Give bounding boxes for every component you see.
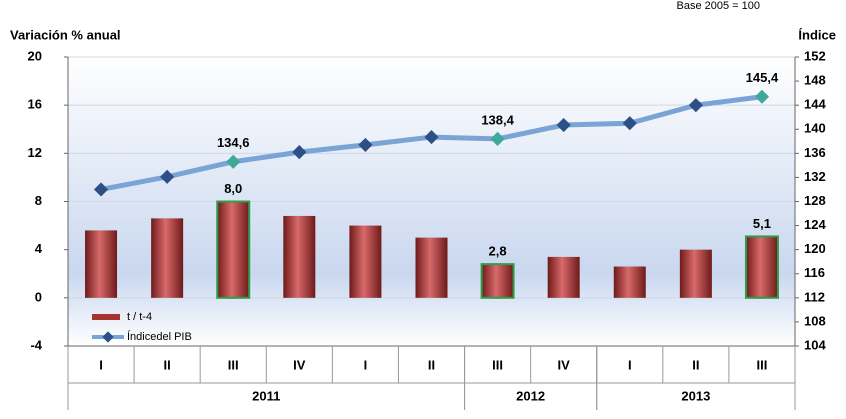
legend-swatch: [92, 314, 120, 320]
x-tick-label: I: [99, 357, 103, 372]
y-tick-label: 20: [28, 48, 42, 63]
bar: [283, 215, 316, 298]
y2-tick-label: 108: [804, 313, 826, 328]
x-tick-label: IV: [293, 357, 306, 372]
y2-tick-label: 116: [804, 265, 825, 280]
y-tick-label: 12: [28, 145, 42, 160]
y-axis-title: Variación % anual: [10, 27, 121, 42]
marker: [622, 116, 637, 131]
marker: [688, 98, 703, 113]
y2-tick-label: 124: [804, 217, 826, 232]
legend-label: t / t-4: [127, 311, 152, 323]
marker: [160, 169, 175, 184]
y2-tick-label: 120: [804, 241, 826, 256]
y2-tick-label: 140: [804, 121, 826, 136]
bar: [613, 266, 646, 298]
y2-tick-label: 152: [804, 48, 826, 63]
bar: [151, 218, 184, 298]
note: Base 2005 = 100: [677, 0, 761, 12]
y2-tick-label: 136: [804, 145, 826, 160]
x-tick-label: II: [164, 357, 171, 372]
x-tick-label: II: [692, 357, 699, 372]
bar: [349, 225, 382, 298]
data-label: 138,4: [481, 112, 514, 127]
y2-axis-title: Índice: [798, 27, 836, 42]
x-tick-label: II: [428, 357, 435, 372]
data-label: 145,4: [746, 70, 779, 85]
y2-tick-label: 148: [804, 73, 826, 88]
y2-tick-label: 112: [804, 289, 825, 304]
marker: [292, 145, 307, 160]
y-tick-label: 0: [35, 289, 42, 304]
data-label: 5,1: [753, 216, 771, 231]
data-label: 8,0: [224, 181, 242, 196]
bar: [216, 200, 251, 299]
bar: [480, 263, 515, 299]
y-tick-label: -4: [30, 337, 42, 352]
x-tick-label: III: [228, 357, 239, 372]
y2-tick-label: 144: [804, 97, 826, 112]
x-tick-label: I: [628, 357, 632, 372]
bar: [744, 235, 779, 299]
group-label: 2011: [252, 388, 280, 403]
y-tick-label: 4: [35, 241, 43, 256]
marker: [226, 154, 241, 169]
bar: [415, 237, 448, 298]
x-tick-label: III: [757, 357, 768, 372]
bar: [547, 256, 580, 298]
x-tick-label: I: [364, 357, 368, 372]
data-label: 134,6: [217, 135, 250, 150]
x-tick-label: III: [492, 357, 503, 372]
data-label: 2,8: [489, 244, 507, 259]
legend-label: Índicedel PIB: [127, 330, 192, 343]
bar: [679, 249, 712, 298]
y-tick-label: 16: [28, 97, 42, 112]
group-label: 2013: [681, 388, 710, 403]
bar: [85, 230, 118, 298]
group-label: 2012: [516, 388, 545, 403]
marker: [424, 130, 439, 145]
marker: [556, 117, 571, 133]
y2-tick-label: 128: [804, 193, 826, 208]
marker: [754, 89, 770, 104]
y-tick-label: 8: [35, 193, 42, 208]
marker: [358, 137, 373, 152]
x-tick-label: IV: [558, 357, 571, 372]
y2-tick-label: 104: [804, 337, 826, 352]
marker: [490, 131, 505, 146]
y2-tick-label: 132: [804, 169, 826, 184]
